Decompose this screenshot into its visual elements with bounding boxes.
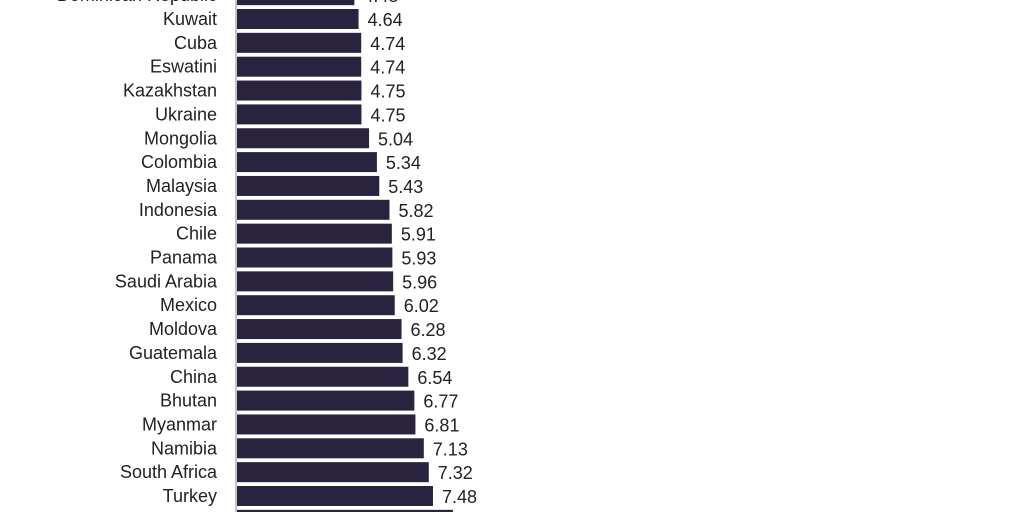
bar [237, 414, 416, 435]
value-label: 5.91 [401, 225, 436, 245]
value-label: 5.43 [388, 177, 423, 197]
bar [237, 271, 394, 292]
category-label: Mongolia [144, 128, 218, 148]
category-label: Saudi Arabia [115, 271, 218, 291]
category-label: Chile [176, 224, 217, 244]
category-label: Malaysia [146, 176, 218, 196]
value-label: 6.28 [411, 320, 446, 340]
value-label: 7.48 [442, 487, 477, 507]
category-label: Colombia [141, 152, 218, 172]
bar [237, 366, 409, 387]
value-label: 4.75 [370, 105, 405, 125]
bar [237, 223, 392, 244]
category-label: Panama [150, 248, 218, 268]
bar [237, 486, 433, 506]
value-label: 6.77 [423, 392, 458, 412]
value-label: 6.02 [404, 296, 439, 316]
value-label: 5.34 [386, 153, 421, 173]
category-label: Dominican Republic [57, 0, 217, 5]
bar [237, 32, 362, 53]
category-label: Bhutan [160, 391, 217, 411]
category-label: Ukraine [155, 104, 217, 124]
category-label: Eswatini [150, 57, 217, 77]
category-label: China [170, 367, 218, 387]
value-label: 5.04 [378, 129, 413, 149]
value-label: 4.74 [370, 34, 405, 54]
category-label: South Africa [120, 462, 218, 482]
bar [237, 152, 377, 173]
bar [237, 56, 362, 77]
value-label: 7.13 [433, 439, 468, 459]
value-label: 5.96 [402, 272, 437, 292]
bar [237, 175, 380, 196]
bar [237, 0, 355, 6]
bar [237, 104, 362, 125]
category-label: Kazakhstan [123, 81, 217, 101]
bar [237, 247, 393, 268]
value-label: 7.32 [438, 463, 473, 483]
value-label: 4.48 [363, 0, 398, 6]
bar [237, 319, 402, 340]
value-label: 4.75 [370, 82, 405, 102]
bar [237, 128, 370, 149]
category-label: Cuba [174, 33, 218, 53]
bar [237, 390, 415, 411]
value-label: 5.93 [401, 249, 436, 269]
category-label: Kuwait [163, 9, 217, 29]
value-label: 4.74 [370, 58, 405, 78]
category-label: Myanmar [142, 414, 217, 434]
value-label: 6.54 [417, 368, 452, 388]
value-label: 4.64 [368, 10, 403, 30]
bar [237, 438, 424, 459]
value-label: 6.81 [424, 415, 459, 435]
category-label: Indonesia [139, 200, 218, 220]
bar [237, 462, 429, 483]
category-label: Mexico [160, 295, 217, 315]
category-label: Namibia [151, 438, 218, 458]
value-label: 6.32 [412, 344, 447, 364]
bar [237, 9, 359, 29]
category-label: Turkey [163, 486, 217, 506]
bar [237, 295, 395, 316]
bar [237, 199, 390, 220]
category-label: Guatemala [129, 343, 218, 363]
bar [237, 342, 403, 363]
bar [237, 80, 362, 101]
bar [237, 509, 453, 512]
value-label: 5.82 [398, 201, 433, 221]
category-label: Moldova [149, 319, 218, 339]
